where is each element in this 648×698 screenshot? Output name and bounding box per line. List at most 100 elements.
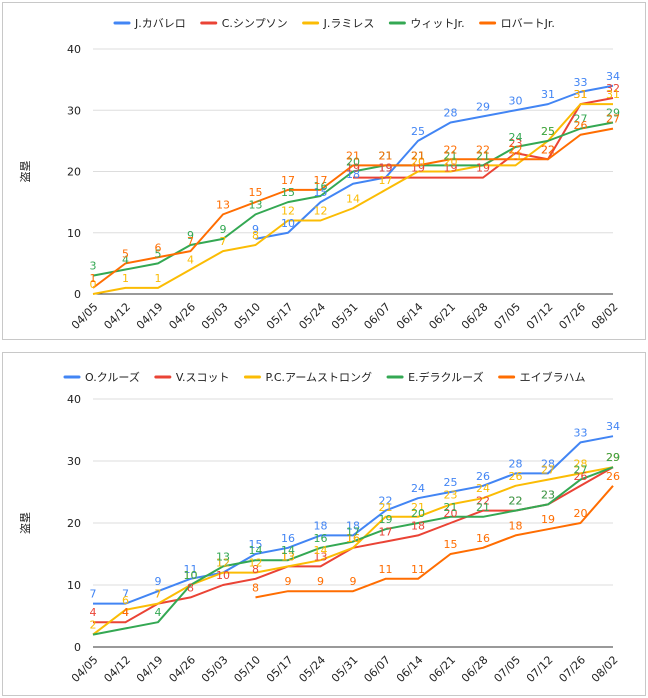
x-tick-label: 05/17 xyxy=(264,300,296,332)
data-label: 27 xyxy=(541,464,555,477)
y-axis-label: 盗塁 xyxy=(19,512,32,534)
legend-item[interactable]: ロバートJr. xyxy=(479,17,555,30)
chart-panel-bottom: O.クルーズ V.スコット P.C.アームストロング E.デラクルーズ エイブラハム 0 1… xyxy=(2,352,646,696)
data-label: 13 xyxy=(314,550,328,563)
x-tick-label: 07/26 xyxy=(556,653,588,685)
data-label: 17 xyxy=(379,526,393,539)
data-label: 7 xyxy=(90,588,97,601)
data-label: 19 xyxy=(346,162,360,175)
series-group xyxy=(92,466,614,636)
data-label: 12 xyxy=(249,557,263,570)
x-tick-label: 06/21 xyxy=(426,300,458,332)
data-label: 16 xyxy=(346,532,360,545)
legend-label: C.シンプソン xyxy=(222,17,288,30)
x-tick-label: 07/26 xyxy=(556,300,588,332)
legend-label: J.カバレロ xyxy=(134,17,186,30)
data-label: 23 xyxy=(444,488,458,501)
data-label: 30 xyxy=(509,94,523,107)
data-label: 18 xyxy=(411,519,425,532)
data-label: 9 xyxy=(317,575,324,588)
data-label: 18 xyxy=(314,519,328,532)
data-label: 26 xyxy=(574,470,588,483)
data-label: 13 xyxy=(281,550,295,563)
legend-item[interactable]: ウィットJr. xyxy=(388,17,465,30)
legend-item[interactable]: E.デラクルーズ xyxy=(386,370,484,384)
series-line xyxy=(93,435,614,605)
data-label: 4 xyxy=(155,606,162,619)
series-group xyxy=(92,103,613,295)
data-label: 26 xyxy=(606,470,620,483)
data-label: 21 xyxy=(411,149,425,162)
series-line xyxy=(92,127,614,289)
x-tick-label: 06/28 xyxy=(459,653,491,685)
data-label: 5 xyxy=(155,247,162,260)
data-label: 18 xyxy=(346,168,360,181)
x-tick-label: 04/12 xyxy=(101,653,133,685)
x-tick-label: 04/05 xyxy=(69,300,101,332)
legend-item[interactable]: J.ラミレス xyxy=(302,17,375,30)
data-label: 4 xyxy=(122,254,129,267)
data-label: 4 xyxy=(122,606,129,619)
series-group xyxy=(353,97,614,179)
data-label: 10 xyxy=(184,569,198,582)
data-label: 21 xyxy=(379,501,393,514)
data-label: 31 xyxy=(541,88,555,101)
data-label: 28 xyxy=(444,107,458,120)
data-label: 12 xyxy=(216,557,230,570)
data-label: 21 xyxy=(444,149,458,162)
data-label: 24 xyxy=(509,131,523,144)
x-tick-label: 08/02 xyxy=(589,653,621,685)
line-chart-bottom: O.クルーズ V.スコット P.C.アームストロング E.デラクルーズ エイブラハム 0 1… xyxy=(19,370,621,685)
legend-item[interactable]: V.スコット xyxy=(154,371,230,384)
data-label: 15 xyxy=(249,538,263,551)
data-label: 13 xyxy=(216,550,230,563)
data-label: 7 xyxy=(122,588,129,601)
data-label: 6 xyxy=(122,594,129,607)
data-label: 14 xyxy=(346,192,360,205)
series-group xyxy=(92,127,614,289)
series-group xyxy=(92,466,614,636)
x-tick-label: 07/12 xyxy=(524,300,556,332)
series-line xyxy=(92,466,614,636)
data-label: 4 xyxy=(122,606,129,619)
data-label: 1 xyxy=(122,272,129,285)
data-label: 22 xyxy=(509,143,523,156)
data-label: 7 xyxy=(155,588,162,601)
legend-label: O.クルーズ xyxy=(85,370,140,384)
x-tick-label: 06/14 xyxy=(394,653,426,685)
data-label: 9 xyxy=(285,575,292,588)
data-label: 29 xyxy=(606,451,620,464)
data-label: 18 xyxy=(509,519,523,532)
legend-item[interactable]: O.クルーズ xyxy=(63,370,140,384)
x-tick-label: 07/05 xyxy=(491,653,523,685)
data-label: 20 xyxy=(444,156,458,169)
x-tick-label: 05/03 xyxy=(199,653,231,685)
data-label: 26 xyxy=(476,470,490,483)
data-label: 21 xyxy=(476,149,490,162)
data-label: 22 xyxy=(541,143,555,156)
x-tick-label: 06/21 xyxy=(426,653,458,685)
data-label: 21 xyxy=(346,149,360,162)
y-tick-label: 30 xyxy=(67,455,81,468)
series-line xyxy=(92,103,613,295)
data-label: 19 xyxy=(411,162,425,175)
data-label: 12 xyxy=(314,205,328,218)
data-label: 9 xyxy=(252,223,259,236)
data-label: 9 xyxy=(187,229,194,242)
data-label: 24 xyxy=(411,482,425,495)
legend-item[interactable]: J.カバレロ xyxy=(113,17,186,30)
y-tick-label: 20 xyxy=(67,166,81,179)
data-label: 31 xyxy=(606,88,620,101)
legend-item[interactable]: P.C.アームストロング xyxy=(243,370,372,384)
data-label: 17 xyxy=(314,174,328,187)
x-tick-label: 07/12 xyxy=(524,653,556,685)
legend-item[interactable]: C.シンプソン xyxy=(200,17,288,30)
legend-label: E.デラクルーズ xyxy=(408,370,484,384)
legend-item[interactable]: エイブラハム xyxy=(498,370,586,384)
y-tick-label: 40 xyxy=(67,393,81,406)
data-label: 17 xyxy=(346,526,360,539)
data-label: 29 xyxy=(606,107,620,120)
data-label: 12 xyxy=(216,557,230,570)
series-line xyxy=(92,466,614,636)
data-label: 8 xyxy=(252,563,259,576)
